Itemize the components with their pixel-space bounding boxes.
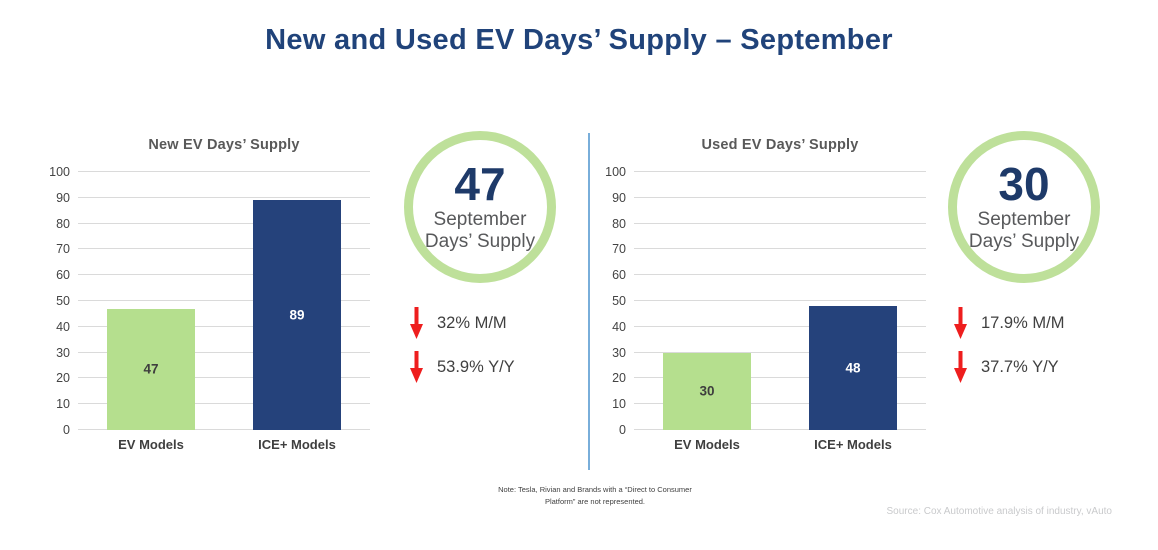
y-tick-label: 90 bbox=[56, 190, 70, 205]
gridline bbox=[78, 325, 370, 327]
used-days-supply-stat-circle: 30 September Days’ Supply bbox=[948, 131, 1100, 283]
gridline bbox=[634, 300, 926, 301]
gridline bbox=[78, 274, 370, 276]
stat-subtitle-line1: September bbox=[433, 208, 527, 230]
x-axis-label: ICE+ Models bbox=[814, 437, 892, 452]
bar-ev-models: 47 bbox=[107, 308, 195, 430]
y-tick-label: 80 bbox=[56, 216, 70, 231]
vertical-divider bbox=[588, 133, 590, 470]
gridline bbox=[78, 222, 370, 224]
chart-title: Used EV Days’ Supply bbox=[701, 137, 859, 153]
used-ev-days-supply-chart: Used EV Days’ Supply 0 10 20 30 40 50 60 70 80 90… bbox=[596, 132, 946, 472]
y-tick-label: 50 bbox=[612, 294, 626, 308]
gridline bbox=[78, 351, 370, 353]
x-axis-label: EV Models bbox=[674, 437, 740, 452]
stat-subtitle-line2: Days’ Supply bbox=[424, 231, 536, 252]
y-tick-label: 30 bbox=[56, 345, 70, 360]
down-arrow-icon bbox=[410, 351, 424, 383]
stat-subtitle-line1: September bbox=[977, 208, 1071, 230]
gridline bbox=[634, 222, 926, 224]
bar-value-label: 89 bbox=[289, 307, 305, 323]
y-tick-label: 10 bbox=[56, 397, 70, 412]
y-tick-label: 0 bbox=[619, 423, 626, 437]
y-tick-label: 70 bbox=[56, 242, 70, 257]
stat-subtitle-line2: Days’ Supply bbox=[968, 231, 1080, 252]
change-row: 53.9% Y/Y bbox=[410, 350, 590, 384]
stat-value: 30 bbox=[998, 157, 1050, 210]
y-tick-label: 100 bbox=[49, 165, 70, 179]
down-arrow-icon bbox=[954, 307, 968, 339]
bar-ice-models: 89 bbox=[253, 200, 341, 430]
y-tick-label: 10 bbox=[612, 397, 626, 412]
gridline bbox=[78, 171, 370, 172]
y-tick-label: 100 bbox=[605, 165, 626, 179]
change-label: 37.7% Y/Y bbox=[981, 357, 1059, 376]
bar-ev-models: 30 bbox=[663, 352, 751, 430]
down-arrow-icon bbox=[954, 351, 968, 383]
y-tick-label: 80 bbox=[612, 216, 626, 231]
gridline bbox=[78, 248, 370, 250]
y-tick-label: 70 bbox=[612, 242, 626, 257]
gridline bbox=[634, 325, 926, 327]
gridline bbox=[78, 377, 370, 379]
bar-ice-models: 48 bbox=[809, 306, 897, 430]
change-row: 32% M/M bbox=[410, 306, 590, 340]
gridline bbox=[78, 300, 370, 301]
bar-value-label: 30 bbox=[699, 383, 715, 399]
gridline bbox=[634, 377, 926, 379]
gridline bbox=[78, 429, 370, 430]
gridline bbox=[634, 171, 926, 172]
gridline bbox=[634, 429, 926, 430]
new-ev-days-supply-chart: New EV Days’ Supply 0 10 20 30 40 50 60 70 80 90 1… bbox=[40, 132, 390, 472]
footnote: Note: Tesla, Rivian and Brands with a “D… bbox=[420, 484, 770, 507]
gridline bbox=[634, 274, 926, 276]
gridline bbox=[634, 351, 926, 353]
y-tick-label: 20 bbox=[56, 371, 70, 386]
footnote-line2: Platform” are not represented. bbox=[544, 496, 646, 506]
change-label: 32% M/M bbox=[437, 313, 507, 332]
y-tick-label: 90 bbox=[612, 190, 626, 205]
x-axis-label: EV Models bbox=[118, 437, 184, 452]
new-change-indicators: 32% M/M 53.9% Y/Y bbox=[410, 306, 590, 394]
change-label: 53.9% Y/Y bbox=[437, 357, 515, 376]
source-attribution: Source: Cox Automotive analysis of indus… bbox=[886, 506, 1112, 517]
y-tick-label: 20 bbox=[612, 371, 626, 386]
change-label: 17.9% M/M bbox=[981, 313, 1065, 332]
y-tick-label: 30 bbox=[612, 345, 626, 360]
used-change-indicators: 17.9% M/M 37.7% Y/Y bbox=[954, 306, 1134, 394]
down-arrow-icon bbox=[410, 307, 424, 339]
y-tick-label: 60 bbox=[612, 268, 626, 283]
stat-value: 47 bbox=[454, 157, 506, 210]
y-tick-label: 50 bbox=[56, 294, 70, 308]
y-tick-label: 0 bbox=[63, 423, 70, 437]
change-row: 37.7% Y/Y bbox=[954, 350, 1134, 384]
bar-value-label: 48 bbox=[845, 360, 861, 376]
gridline bbox=[78, 196, 370, 198]
gridline bbox=[634, 248, 926, 250]
gridline bbox=[78, 403, 370, 405]
gridline bbox=[634, 403, 926, 405]
y-tick-label: 40 bbox=[56, 319, 70, 334]
change-row: 17.9% M/M bbox=[954, 306, 1134, 340]
footnote-line1: Note: Tesla, Rivian and Brands with a “D… bbox=[498, 485, 692, 494]
y-tick-label: 60 bbox=[56, 268, 70, 283]
chart-title: New EV Days’ Supply bbox=[148, 137, 300, 153]
plot-area: 0 10 20 30 40 50 60 70 80 90 100 47 EV Models 89 ICE+ … bbox=[49, 165, 370, 452]
gridline bbox=[634, 196, 926, 198]
y-tick-label: 40 bbox=[612, 319, 626, 334]
bar-value-label: 47 bbox=[143, 361, 159, 377]
page-title: New and Used EV Days’ Supply – September bbox=[265, 24, 893, 56]
x-axis-label: ICE+ Models bbox=[258, 437, 336, 452]
plot-area: 0 10 20 30 40 50 60 70 80 90 100 30 EV Models 48 ICE+ … bbox=[605, 165, 926, 452]
new-days-supply-stat-circle: 47 September Days’ Supply bbox=[404, 131, 556, 283]
